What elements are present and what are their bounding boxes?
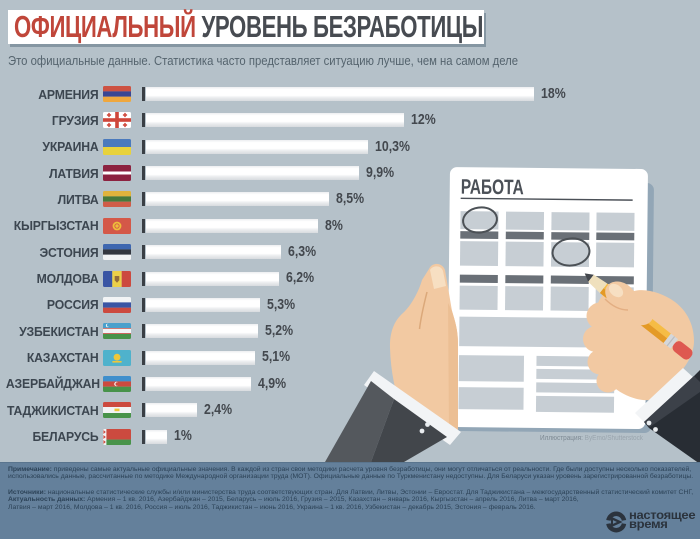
- svg-text:РАБОТА: РАБОТА: [461, 176, 524, 200]
